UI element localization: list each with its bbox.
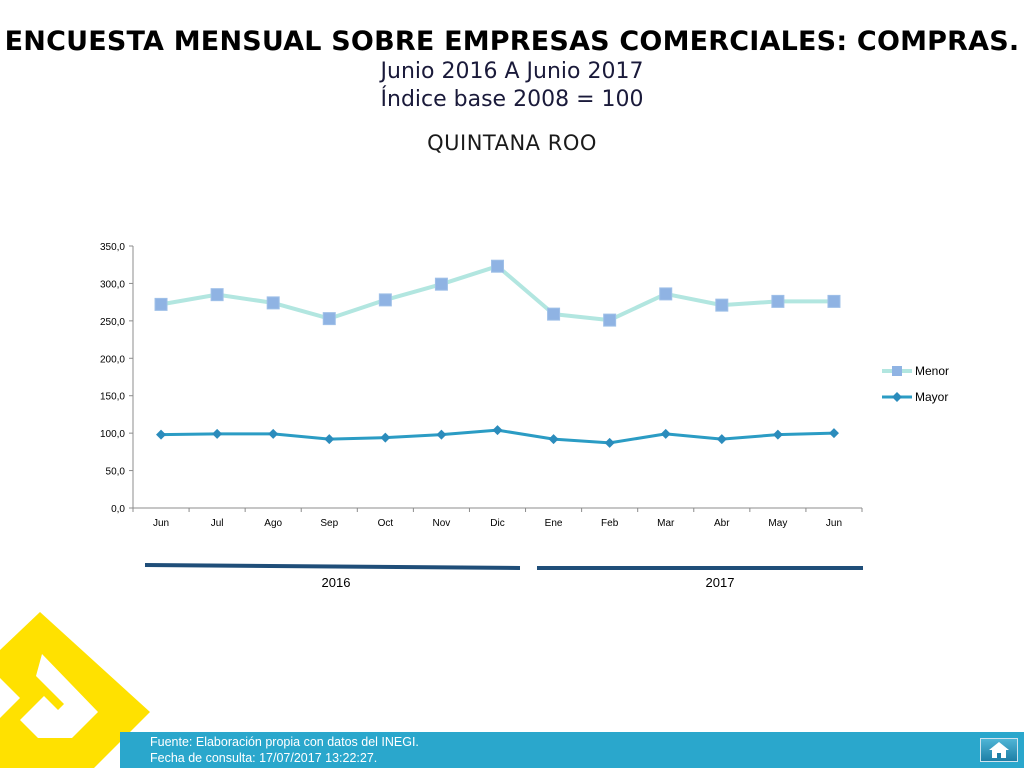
year-label-2016: 2016 (322, 575, 351, 590)
data-point-menor (378, 293, 392, 307)
page-title: ENCUESTA MENSUAL SOBRE EMPRESAS COMERCIA… (4, 26, 1020, 57)
series-line-menor (160, 264, 834, 323)
region-label: QUINTANA ROO (427, 131, 597, 155)
x-tick-label: Sep (320, 518, 338, 529)
data-point-mayor (268, 428, 279, 439)
data-point-menor (266, 296, 280, 310)
x-tick-label: Jun (153, 518, 169, 529)
legend-marker-menor (892, 366, 902, 376)
chart: 0,0 50,0 100,0 150,0 200,0 250,0 300,0 350,0 Jun… (100, 242, 949, 590)
data-point-menor (491, 259, 504, 273)
data-point-menor (434, 277, 448, 291)
page-subtitle-base: Índice base 2008 = 100 (380, 87, 644, 112)
data-point-mayor (492, 425, 503, 436)
data-point-mayor (828, 428, 839, 439)
y-tick-label: 200,0 (100, 354, 125, 365)
data-point-mayor (380, 432, 391, 443)
x-tick-label: Mar (657, 518, 675, 529)
page-subtitle-period: Junio 2016 A Junio 2017 (380, 59, 644, 84)
logo (0, 612, 150, 768)
y-tick-label: 350,0 (100, 242, 125, 253)
x-tick-label: Feb (601, 518, 619, 529)
data-point-menor (210, 288, 224, 302)
y-tick-label: 100,0 (100, 429, 125, 440)
data-point-mayor (772, 429, 783, 440)
x-tick-label: Oct (378, 518, 394, 529)
home-icon (989, 742, 1009, 758)
data-point-menor (659, 287, 673, 301)
legend-label-menor: Menor (915, 364, 949, 378)
year-label-2017: 2017 (706, 575, 735, 590)
data-point-menor (715, 298, 729, 312)
x-tick-label: Abr (714, 518, 730, 529)
data-point-mayor (324, 434, 335, 445)
data-point-mayor (436, 429, 447, 440)
data-point-mayor (604, 437, 615, 448)
home-button[interactable] (980, 738, 1018, 762)
x-tick-label: Dic (490, 518, 504, 529)
data-point-mayor (716, 434, 727, 445)
x-tick-label: Nov (433, 518, 451, 529)
data-point-mayor (660, 428, 671, 439)
data-point-mayor (212, 428, 223, 439)
data-point-mayor (548, 434, 559, 445)
x-tick-label: Jun (826, 518, 842, 529)
x-tick-label: Jul (211, 518, 224, 529)
year-bar-2016 (144, 563, 521, 570)
data-point-menor (547, 307, 561, 321)
data-point-menor (322, 312, 336, 326)
footer-date: Fecha de consulta: 17/07/2017 13:22:27. (150, 751, 378, 765)
data-point-menor (827, 294, 841, 308)
y-tick-label: 300,0 (100, 279, 125, 290)
data-point-menor (603, 313, 617, 327)
legend-marker-mayor (892, 392, 902, 402)
footer-bar (120, 732, 1024, 768)
y-tick-label: 0,0 (111, 504, 125, 515)
legend-label-mayor: Mayor (915, 390, 948, 404)
x-tick-label: May (768, 518, 787, 529)
data-point-mayor (156, 429, 167, 440)
footer-source: Fuente: Elaboración propia con datos del… (150, 735, 419, 749)
y-tick-label: 250,0 (100, 317, 125, 328)
y-tick-label: 50,0 (106, 467, 126, 478)
x-tick-label: Ago (264, 518, 282, 529)
data-point-menor (154, 297, 168, 311)
x-tick-label: Ene (545, 518, 563, 529)
y-tick-label: 150,0 (100, 392, 125, 403)
data-point-menor (771, 294, 785, 308)
